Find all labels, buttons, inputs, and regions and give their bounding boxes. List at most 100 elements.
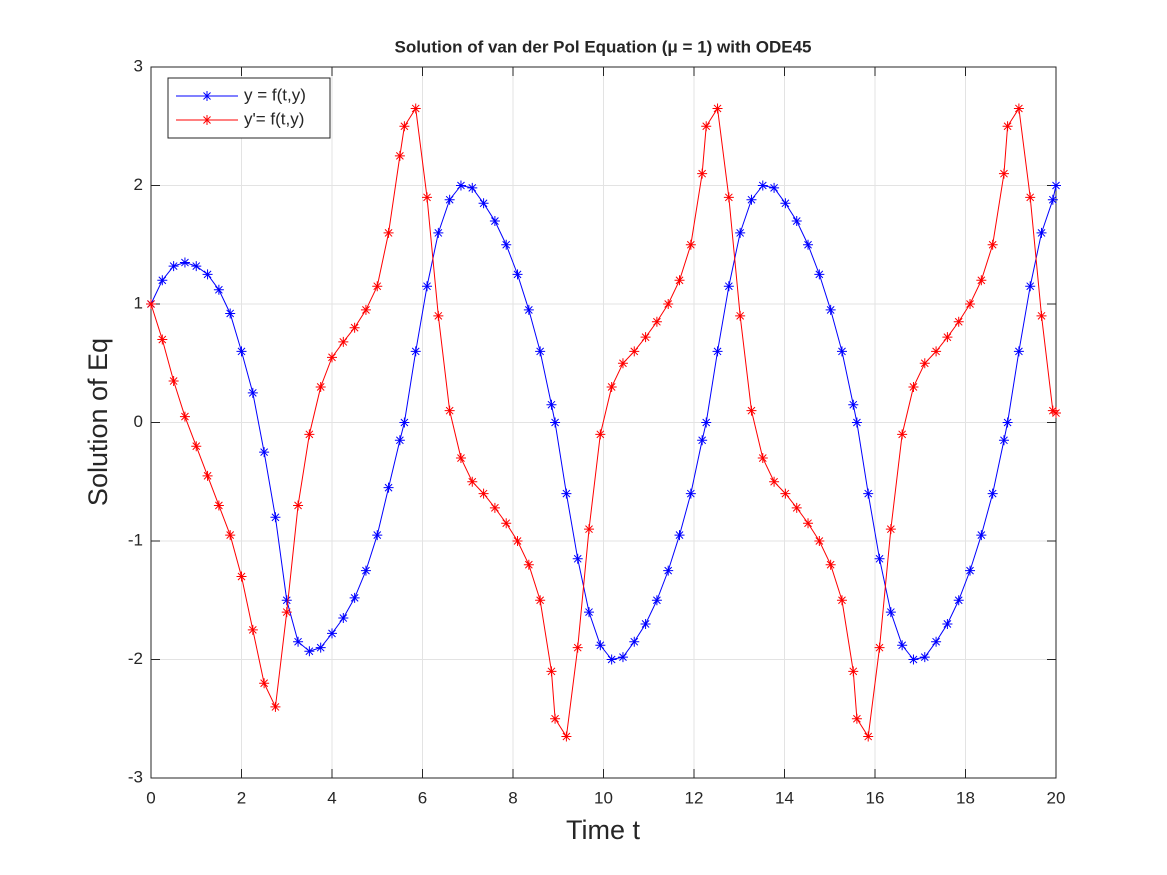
data-marker: [908, 381, 919, 392]
data-marker: [179, 411, 190, 422]
data-marker: [433, 227, 444, 238]
data-marker: [1047, 405, 1058, 416]
data-marker: [931, 636, 942, 647]
data-marker: [863, 488, 874, 499]
data-marker: [1013, 103, 1024, 114]
data-marker: [663, 565, 674, 576]
data-marker: [304, 429, 315, 440]
data-marker: [674, 275, 685, 286]
data-marker: [512, 269, 523, 280]
y-axis-label: Solution of Eq: [83, 338, 113, 506]
data-marker: [640, 618, 651, 629]
data-marker: [723, 192, 734, 203]
data-marker: [976, 275, 987, 286]
y-tick-label: 0: [134, 412, 143, 431]
data-marker: [674, 530, 685, 541]
data-marker: [1025, 281, 1036, 292]
data-marker: [663, 299, 674, 309]
data-marker: [394, 150, 405, 161]
data-marker: [825, 304, 836, 315]
data-marker: [259, 447, 270, 458]
data-marker: [885, 524, 896, 535]
data-marker: [168, 261, 179, 272]
data-marker: [701, 417, 712, 428]
data-marker: [1036, 227, 1047, 238]
x-tick-label: 8: [508, 788, 517, 807]
data-marker: [723, 281, 734, 292]
data-marker: [535, 595, 546, 606]
data-marker: [1051, 408, 1061, 419]
data-marker: [572, 642, 583, 653]
y-tick-label: -2: [128, 649, 143, 668]
data-marker: [595, 429, 606, 440]
data-marker: [1013, 346, 1024, 357]
data-marker: [270, 701, 281, 712]
data-marker: [444, 405, 455, 416]
data-marker: [270, 512, 281, 523]
data-marker: [360, 565, 371, 576]
data-marker: [1002, 121, 1013, 132]
x-tick-label: 12: [685, 788, 704, 807]
data-marker: [157, 334, 168, 345]
x-tick-label: 6: [418, 788, 427, 807]
data-marker: [259, 678, 270, 689]
data-marker: [757, 453, 768, 464]
data-marker: [455, 180, 466, 191]
data-marker: [247, 387, 258, 398]
data-marker: [349, 322, 360, 333]
data-marker: [293, 500, 304, 511]
x-tick-label: 18: [956, 788, 975, 807]
data-marker: [897, 429, 908, 440]
data-marker: [410, 103, 421, 114]
data-marker: [383, 227, 394, 238]
data-marker: [410, 346, 421, 357]
x-tick-label: 20: [1047, 788, 1066, 807]
data-marker: [897, 640, 908, 651]
x-tick-label: 2: [237, 788, 246, 807]
data-marker: [489, 216, 500, 227]
data-marker: [546, 399, 557, 410]
data-marker: [874, 553, 885, 564]
data-marker: [584, 524, 595, 535]
data-marker: [501, 518, 512, 529]
data-marker: [998, 435, 1009, 446]
data-marker: [769, 476, 780, 487]
data-marker: [814, 536, 825, 546]
data-marker: [1002, 417, 1013, 428]
data-marker: [444, 194, 455, 205]
data-marker: [561, 731, 572, 742]
data-marker: [293, 636, 304, 647]
legend-marker: [202, 115, 212, 125]
data-marker: [803, 239, 814, 250]
data-marker: [236, 571, 247, 582]
data-marker: [746, 194, 757, 205]
data-marker: [584, 607, 595, 618]
data-marker: [701, 121, 712, 132]
data-marker: [191, 441, 202, 452]
y-tick-label: 3: [134, 56, 143, 75]
data-marker: [372, 281, 383, 292]
data-marker: [191, 261, 202, 272]
data-marker: [998, 168, 1009, 179]
data-marker: [1051, 180, 1061, 191]
data-marker: [908, 654, 919, 665]
data-marker: [179, 257, 190, 268]
data-marker: [617, 652, 628, 663]
data-marker: [489, 502, 500, 513]
data-marker: [247, 624, 258, 635]
data-marker: [965, 565, 976, 576]
data-marker: [202, 470, 213, 481]
data-marker: [225, 530, 236, 541]
data-marker: [572, 553, 583, 564]
data-marker: [327, 628, 337, 639]
data-marker: [225, 308, 236, 319]
data-marker: [651, 316, 662, 327]
data-marker: [1036, 310, 1047, 321]
data-marker: [349, 592, 360, 603]
data-marker: [394, 435, 405, 446]
data-marker: [546, 666, 557, 677]
data-marker: [478, 488, 489, 499]
data-marker: [651, 595, 662, 606]
data-marker: [919, 652, 930, 663]
